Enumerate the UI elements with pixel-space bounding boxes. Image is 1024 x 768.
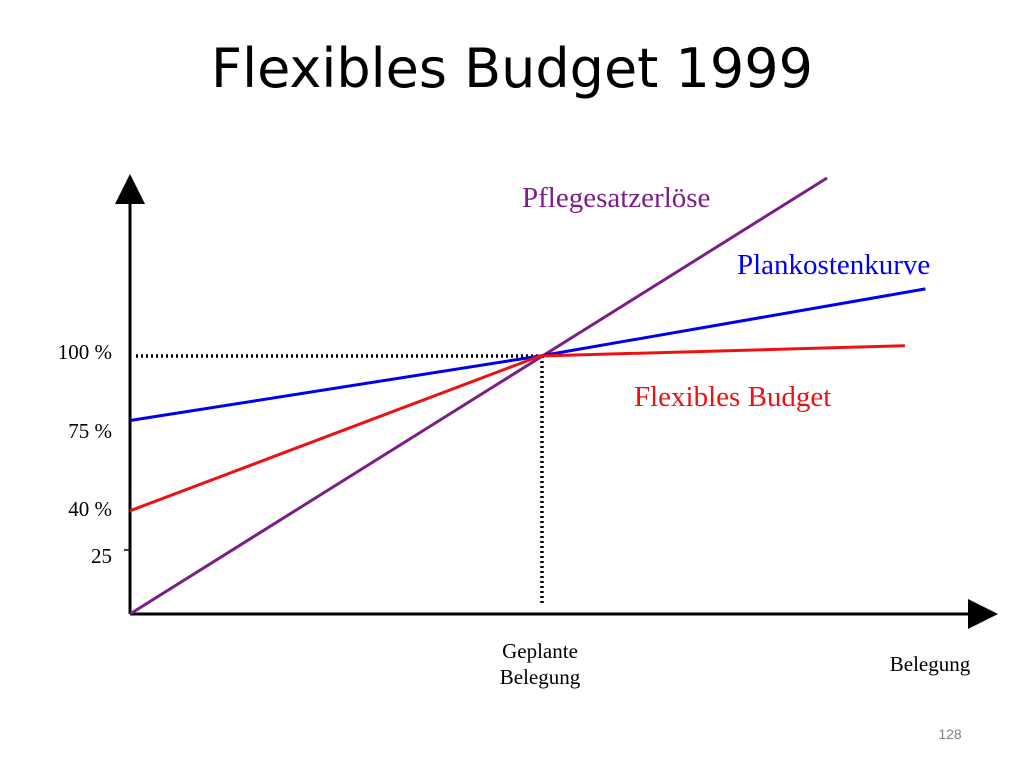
chart-axes bbox=[115, 174, 998, 629]
series-label-plankostenkurve: Plankostenkurve bbox=[737, 249, 930, 281]
series-label-pflegesatzerloese: Pflegesatzerlöse bbox=[522, 182, 710, 214]
series-label-flexibles-budget: Flexibles Budget bbox=[634, 381, 831, 413]
y-tick-label: 40 % bbox=[68, 497, 112, 521]
chart-labels: Pflegesatzerlöse Plankostenkurve Flexibles… bbox=[58, 182, 971, 689]
y-tick-label: 100 % bbox=[58, 340, 112, 364]
slide-title: Flexibles Budget 1999 bbox=[211, 37, 813, 100]
x-axis-title: Belegung bbox=[890, 652, 971, 676]
series-lines bbox=[129, 176, 926, 616]
series-line-flexibles-budget bbox=[129, 344, 905, 513]
y-tick-label: 75 % bbox=[68, 419, 112, 443]
y-tick-label: 25 bbox=[91, 544, 112, 568]
reference-guides bbox=[136, 354, 544, 606]
series-line-pflegesatzerloese bbox=[129, 176, 828, 616]
x-tick-label: Geplante Belegung bbox=[500, 639, 581, 689]
page-number: 128 bbox=[938, 726, 962, 742]
